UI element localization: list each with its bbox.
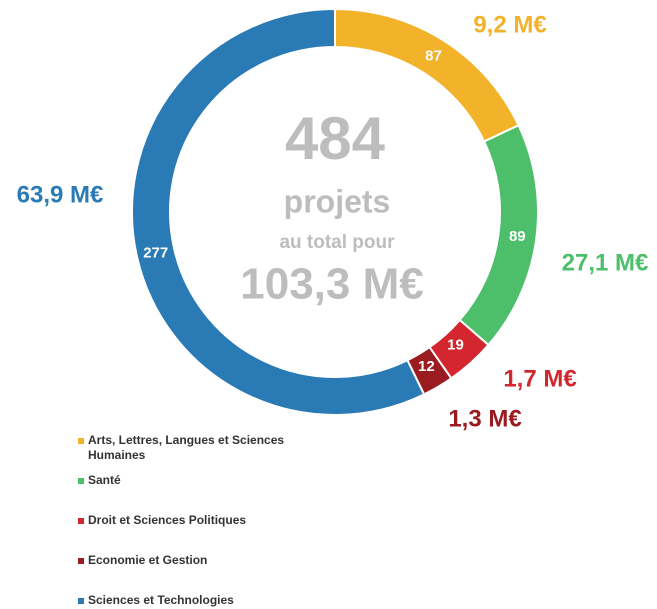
legend-swatch	[78, 558, 84, 564]
legend-entry: Economie et Gestion	[78, 553, 308, 568]
donut-segment	[131, 7, 426, 416]
legend-swatch	[78, 518, 84, 524]
amount-label: 63,9 M€	[17, 181, 104, 208]
value-label: 89	[509, 228, 526, 245]
value-label: 277	[143, 244, 168, 261]
value-label: 12	[418, 358, 435, 375]
center-text: au total pour	[279, 232, 395, 253]
value-label: 19	[447, 337, 464, 354]
amount-label: 1,7 M€	[503, 365, 576, 392]
center-unit: projets	[284, 183, 391, 219]
legend-label: Economie et Gestion	[88, 553, 208, 567]
legend-swatch	[78, 598, 84, 604]
legend-entry: Droit et Sciences Politiques	[78, 513, 308, 528]
legend-label: Santé	[88, 473, 121, 487]
amount-label: 27,1 M€	[562, 249, 649, 276]
center-amount: 103,3 M€	[240, 260, 423, 309]
donut-segment	[458, 123, 539, 347]
legend-label: Sciences et Technologies	[88, 593, 234, 607]
amount-label: 1,3 M€	[448, 405, 521, 432]
legend-entry: Santé	[78, 473, 308, 488]
legend-entry: Arts, Lettres, Langues et Sciences Humai…	[78, 433, 308, 463]
legend-label: Droit et Sciences Politiques	[88, 513, 247, 527]
amount-label: 9,2 M€	[473, 11, 546, 38]
legend-swatch	[78, 438, 84, 444]
legend-label: Arts, Lettres, Langues et Sciences Humai…	[88, 433, 285, 462]
legend-entry: Sciences et Technologies	[78, 593, 308, 608]
legend-swatch	[78, 478, 84, 484]
value-label: 87	[425, 48, 442, 65]
center-total: 484	[285, 105, 386, 172]
